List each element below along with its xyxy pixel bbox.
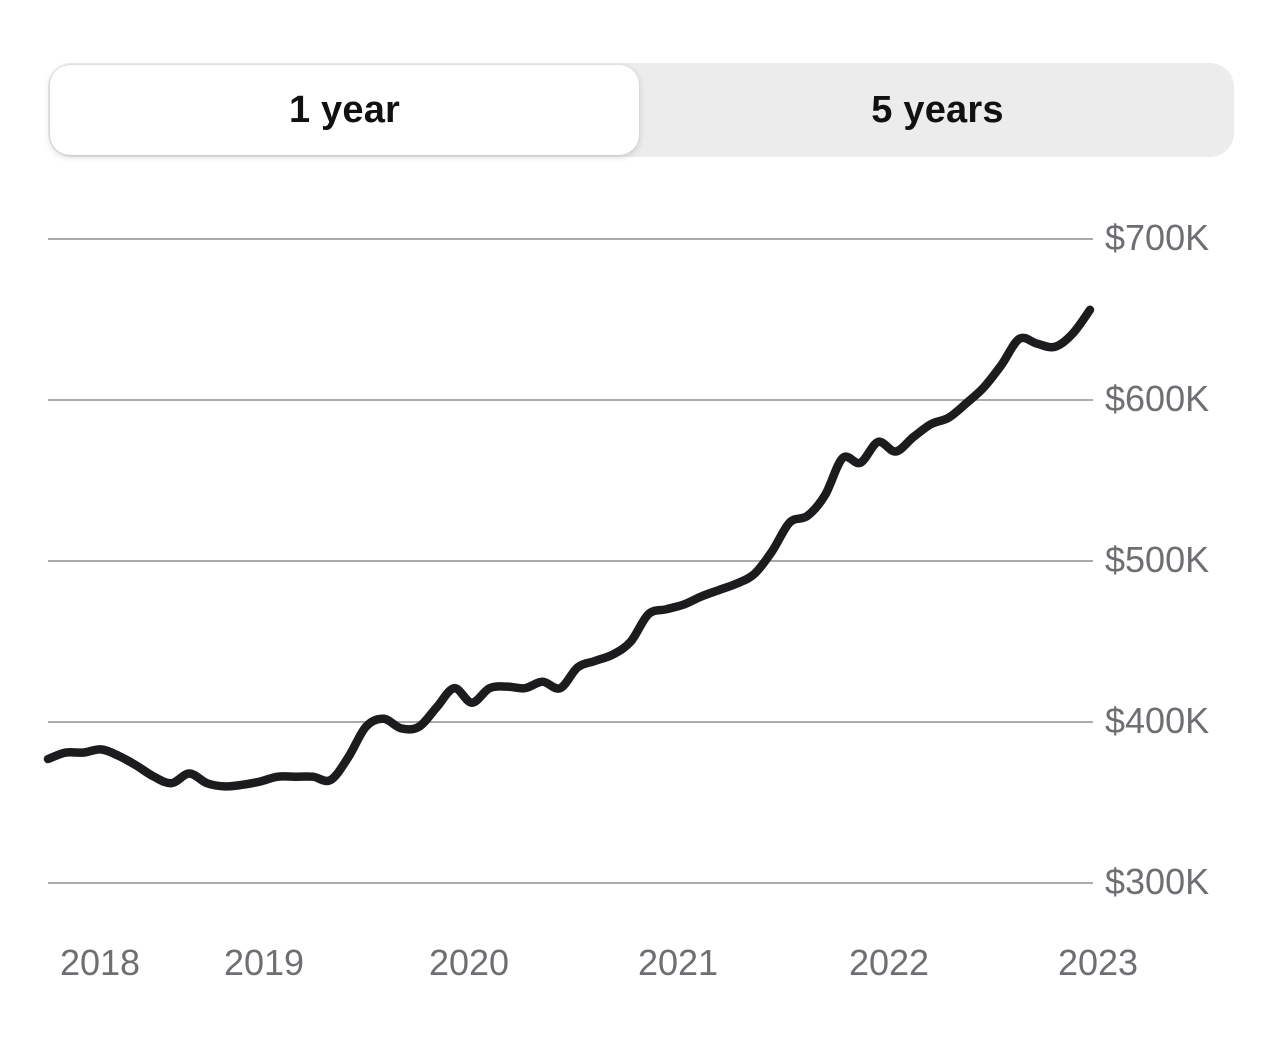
x-axis-label: 2018 xyxy=(59,942,141,983)
gridline xyxy=(48,721,1093,723)
y-axis-label: $300K xyxy=(1105,861,1210,903)
y-axis-label: $600K xyxy=(1105,378,1210,420)
x-axis-label: 2020 xyxy=(428,942,510,983)
toggle-option-5-years[interactable]: 5 years xyxy=(643,65,1232,155)
x-axis-label: 2022 xyxy=(848,942,930,983)
time-range-toggle: 1 year 5 years xyxy=(48,63,1234,157)
x-axis-label: 2019 xyxy=(223,942,305,983)
y-axis-label: $500K xyxy=(1105,539,1210,581)
y-axis-label: $400K xyxy=(1105,700,1210,742)
gridline xyxy=(48,560,1093,562)
x-axis-label: 2021 xyxy=(637,942,719,983)
gridline xyxy=(48,882,1093,884)
gridline xyxy=(48,238,1093,240)
y-axis-label: $700K xyxy=(1105,217,1210,259)
gridline xyxy=(48,399,1093,401)
price-line xyxy=(43,305,1095,791)
x-axis-label: 2023 xyxy=(1057,942,1139,983)
toggle-option-1-year[interactable]: 1 year xyxy=(50,65,639,155)
